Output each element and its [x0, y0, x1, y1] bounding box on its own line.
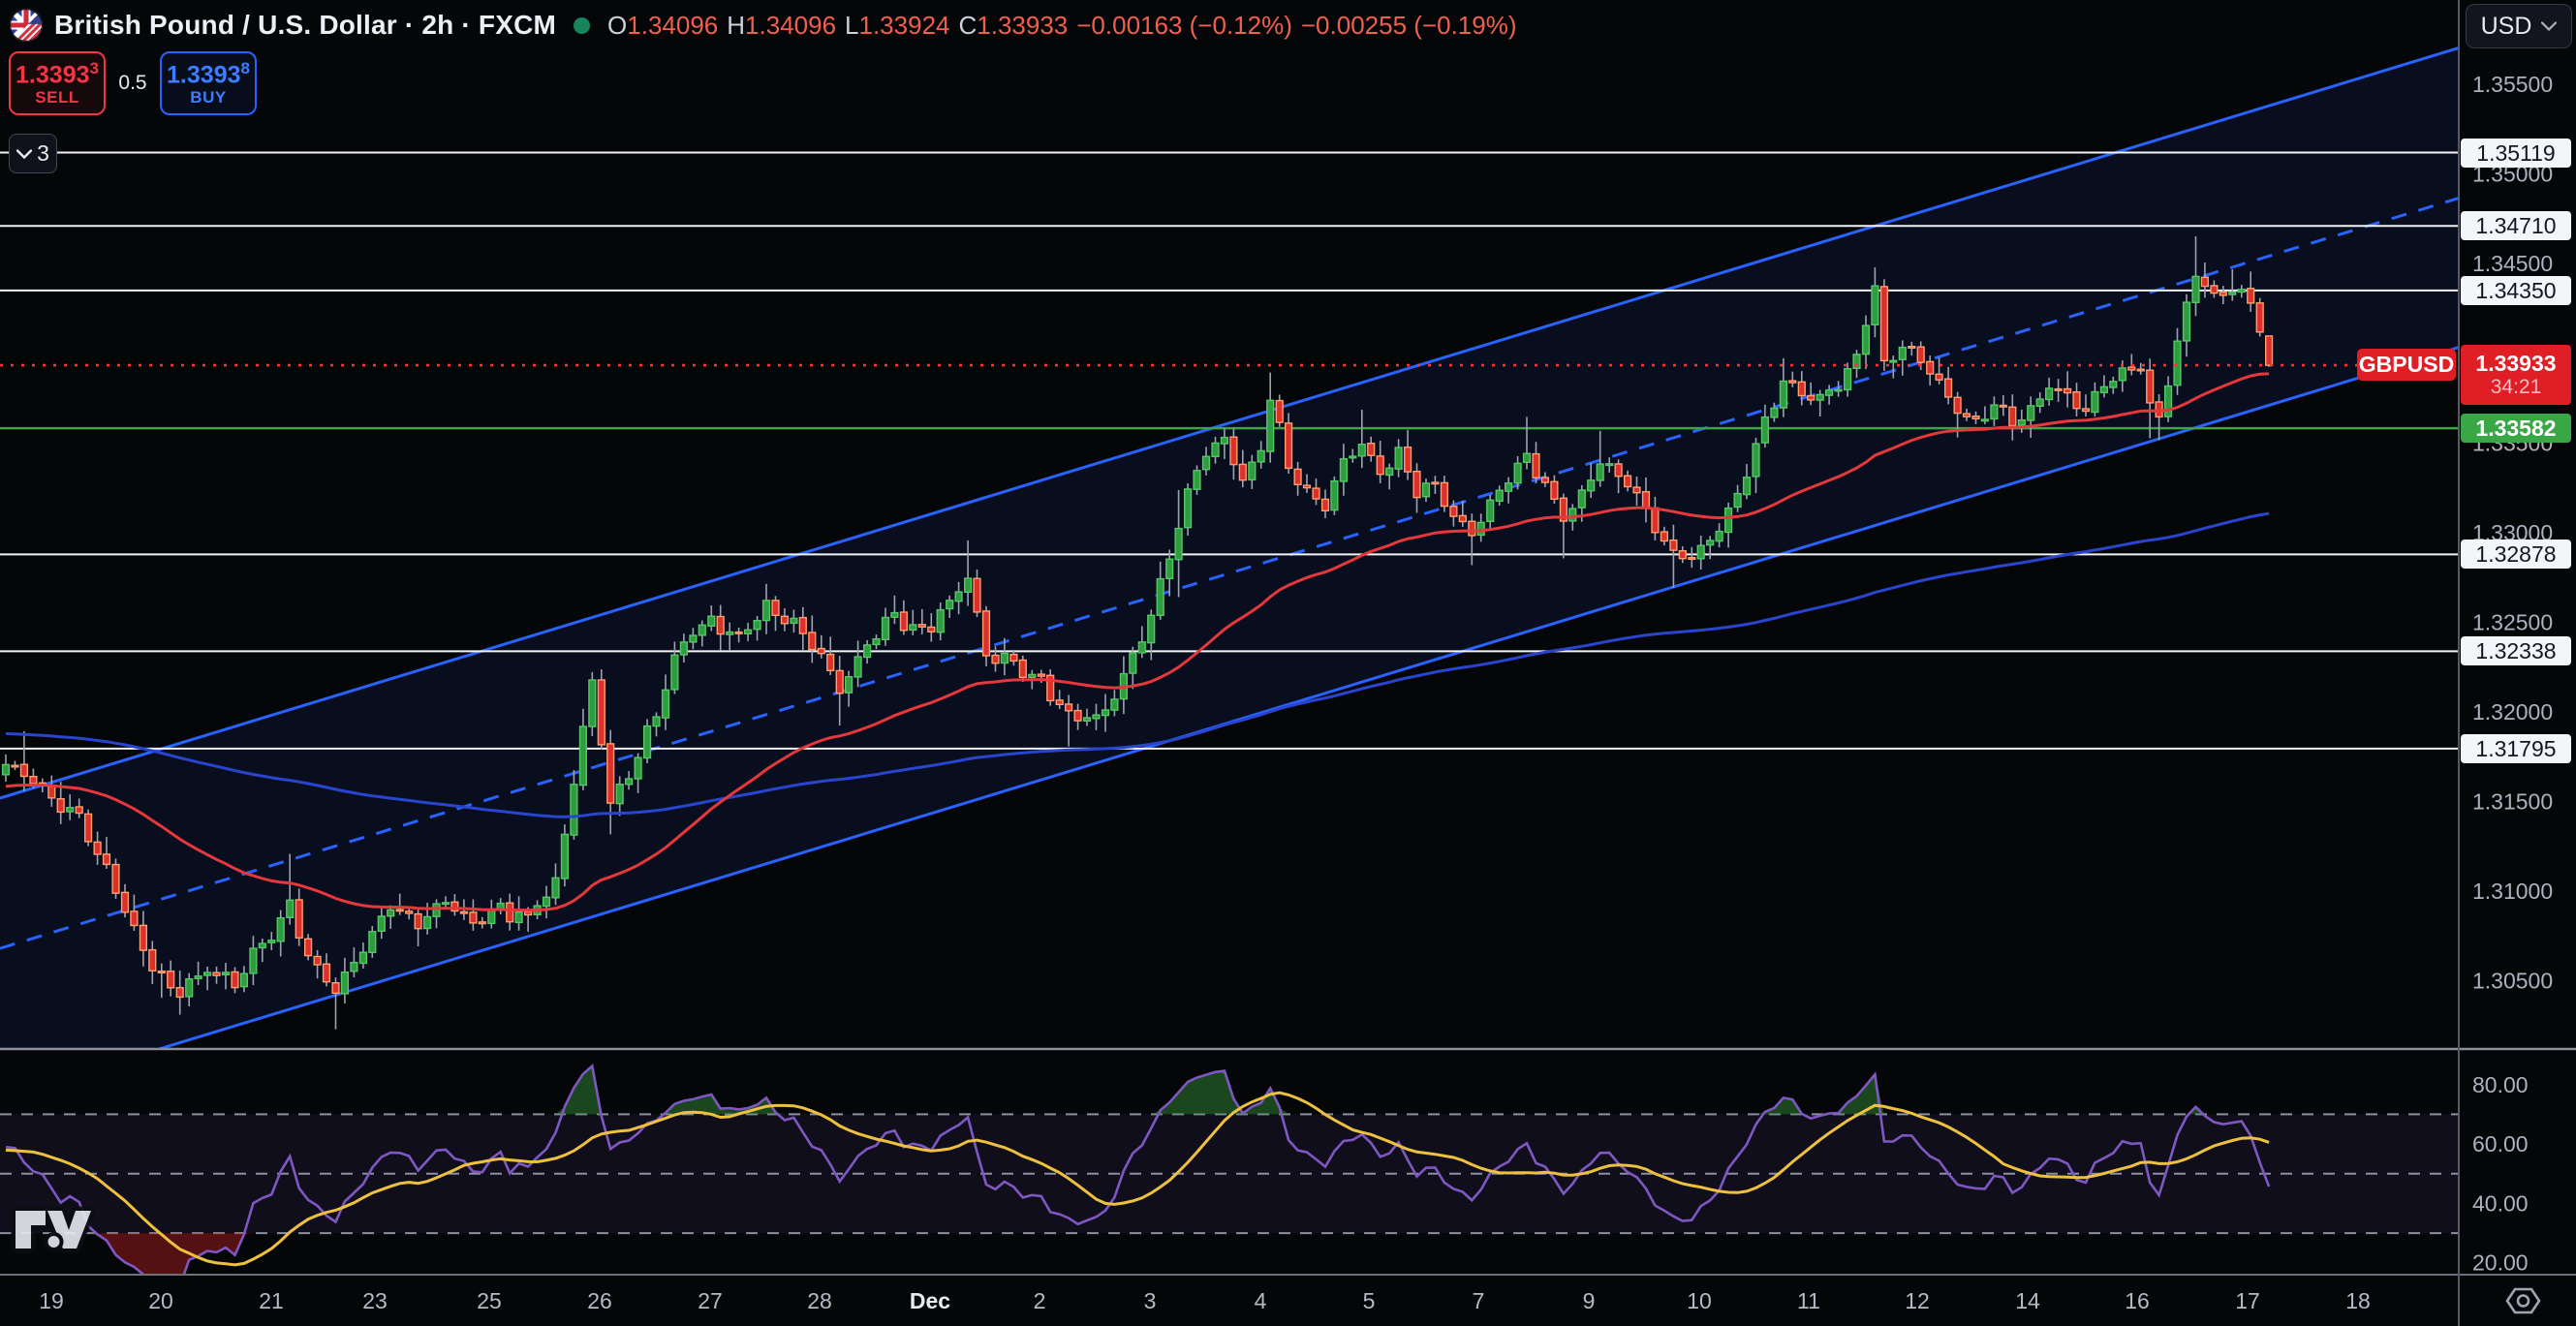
svg-text:1.34500: 1.34500 — [2472, 251, 2553, 276]
spread-value: 0.5 — [118, 72, 147, 94]
svg-text:17: 17 — [2235, 1288, 2260, 1313]
svg-text:4: 4 — [1255, 1288, 1267, 1313]
svg-text:18: 18 — [2345, 1288, 2371, 1313]
svg-text:1.30500: 1.30500 — [2472, 969, 2553, 994]
symbol-legend: British Pound / U.S. Dollar · 2h · FXCM … — [10, 9, 1517, 42]
channel-upper-line[interactable] — [0, 46, 2459, 800]
main-pane — [0, 46, 2459, 1049]
level-badge-1.31795: 1.31795 — [2461, 734, 2571, 763]
ma-fast-line[interactable] — [5, 372, 2270, 912]
rsi-overbought-fill — [6, 1065, 2270, 1115]
svg-text:12: 12 — [1905, 1288, 1930, 1313]
market-open-dot-icon[interactable] — [574, 16, 591, 34]
svg-text:80.00: 80.00 — [2472, 1072, 2529, 1097]
svg-text:25: 25 — [477, 1288, 502, 1313]
svg-text:16: 16 — [2125, 1288, 2150, 1313]
rsi-axis[interactable]: 80.00 60.00 40.00 20.00 — [2472, 1072, 2529, 1276]
svg-text:7: 7 — [1473, 1288, 1485, 1313]
svg-text:28: 28 — [807, 1288, 832, 1313]
svg-text:20: 20 — [148, 1288, 173, 1313]
svg-text:60.00: 60.00 — [2472, 1131, 2529, 1156]
level-badge-1.32878: 1.32878 — [2461, 540, 2571, 569]
price-axis[interactable]: 1.355001.350001.345001.340001.335001.330… — [2472, 72, 2553, 994]
svg-text:40.00: 40.00 — [2472, 1190, 2529, 1216]
rsi-pane — [0, 1064, 2459, 1286]
rsi-ma-line[interactable] — [5, 1091, 2270, 1267]
candles — [1, 236, 2274, 1030]
svg-text:2: 2 — [1034, 1288, 1046, 1313]
channel-fill — [0, 47, 2459, 1049]
level-badge-1.32338: 1.32338 — [2461, 636, 2571, 665]
svg-text:1.31500: 1.31500 — [2472, 789, 2553, 815]
change-percent: −0.00255 (−0.19%) — [1300, 10, 1517, 40]
rsi-oversold-fill — [6, 1233, 2270, 1275]
svg-text:5: 5 — [1363, 1288, 1376, 1313]
objects-tree-pill[interactable]: 3 — [9, 134, 57, 173]
svg-text:21: 21 — [259, 1288, 284, 1313]
svg-text:1.32000: 1.32000 — [2472, 699, 2553, 725]
support-level-badge: 1.33582 — [2461, 414, 2571, 444]
change-absolute: −0.00163 (−0.12%) — [1076, 10, 1292, 40]
svg-text:23: 23 — [362, 1288, 388, 1313]
svg-text:26: 26 — [587, 1288, 612, 1313]
rsi-line[interactable] — [5, 1064, 2271, 1286]
svg-text:11: 11 — [1797, 1288, 1820, 1313]
svg-text:27: 27 — [698, 1288, 723, 1313]
svg-text:19: 19 — [39, 1288, 64, 1313]
svg-text:1.32500: 1.32500 — [2472, 609, 2553, 634]
svg-text:9: 9 — [1583, 1288, 1596, 1313]
settings-gear-icon[interactable] — [2505, 1287, 2541, 1314]
sell-button[interactable]: 1.33933 SELL — [9, 51, 106, 115]
svg-text:Dec: Dec — [910, 1288, 950, 1313]
objects-count: 3 — [37, 140, 49, 166]
svg-text:1.35500: 1.35500 — [2472, 72, 2553, 97]
price-line-symbol-tag: GBPUSD — [2357, 349, 2456, 382]
chevron-down-icon — [2541, 21, 2558, 31]
time-axis[interactable]: 19 20 21 23 25 26 27 28 Dec 2 3 4 5 7 9 10 11 12 14 16 17 18 — [39, 1288, 2371, 1313]
buy-button[interactable]: 1.33938 BUY — [160, 51, 257, 115]
last-price-badge[interactable]: 1.33933 34:21 — [2461, 345, 2571, 406]
tradingview-logo-icon[interactable] — [11, 1206, 96, 1253]
order-panel: 1.33933 SELL 0.5 1.33938 BUY — [9, 51, 257, 115]
svg-text:3: 3 — [1144, 1288, 1157, 1313]
gbpusd-flag-icon — [10, 9, 43, 42]
svg-text:1.31000: 1.31000 — [2472, 879, 2553, 904]
level-badge-1.35119: 1.35119 — [2461, 139, 2571, 168]
svg-text:20.00: 20.00 — [2472, 1250, 2529, 1276]
level-badge-1.34350: 1.34350 — [2461, 276, 2571, 305]
channel-middle-dashed-line[interactable] — [0, 197, 2459, 950]
level-badge-1.34710: 1.34710 — [2461, 211, 2571, 240]
svg-text:14: 14 — [2015, 1288, 2040, 1313]
svg-text:10: 10 — [1687, 1288, 1712, 1313]
currency-unit-button[interactable]: USD — [2466, 4, 2572, 48]
ohlc-values: O1.34096 H1.34096 L1.33924 C1.33933 −0.0… — [607, 10, 1517, 40]
ma-slow-line[interactable] — [5, 511, 2270, 818]
bar-countdown: 34:21 — [2490, 376, 2542, 399]
chevron-down-icon — [16, 148, 33, 159]
symbol-title[interactable]: British Pound / U.S. Dollar · 2h · FXCM — [54, 10, 557, 40]
